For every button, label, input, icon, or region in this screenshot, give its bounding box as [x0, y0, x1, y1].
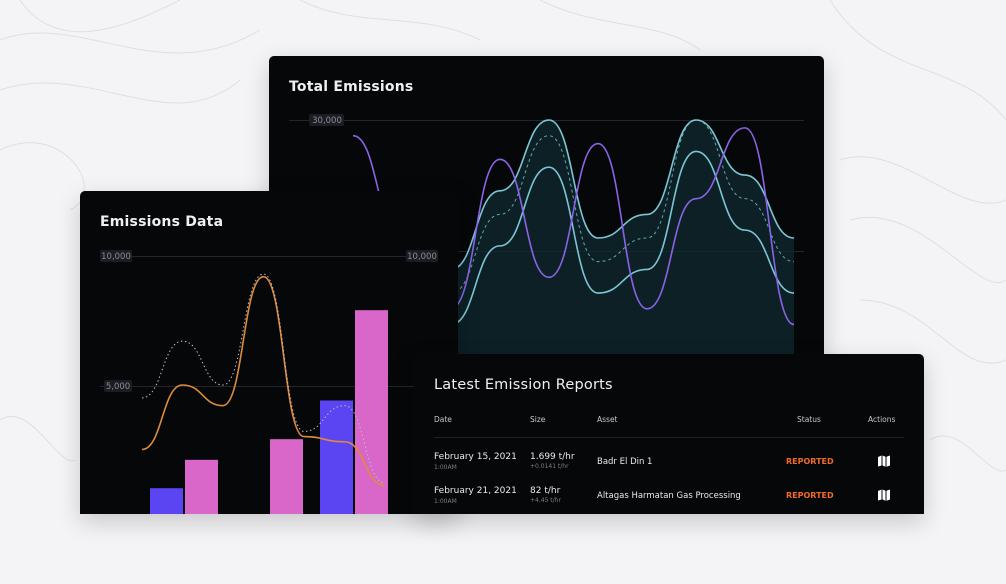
- emissions-data-chart: 10,000 10,000 5,000: [100, 250, 438, 514]
- bar-violet: [150, 488, 183, 514]
- bar-pink: [355, 310, 388, 514]
- column-header-asset: Asset: [597, 415, 618, 424]
- bar-pink: [185, 459, 218, 514]
- table-row[interactable]: February 21, 2021 1:00AM 82 t/hr +4.45 t…: [414, 486, 924, 514]
- header-divider: [434, 437, 904, 438]
- row-asset: Altagas Harmatan Gas Processing: [597, 491, 741, 501]
- column-header-actions: Actions: [868, 415, 896, 424]
- y-tick-label: 30,000: [312, 116, 342, 126]
- row-size: 82 t/hr: [530, 486, 561, 496]
- series-line-orange: [141, 275, 386, 487]
- map-icon[interactable]: [877, 455, 891, 467]
- y-tick-label-right: 10,000: [407, 252, 437, 262]
- row-size: 1.699 t/hr: [530, 452, 575, 462]
- y-tick-label: 5,000: [106, 382, 130, 392]
- latest-reports-card: Latest Emission Reports Date Size Asset …: [414, 354, 924, 514]
- row-asset: Badr El Din 1: [597, 457, 653, 467]
- table-row[interactable]: February 15, 2021 1:00AM 1.699 t/hr +0.0…: [414, 452, 924, 482]
- y-tick-label: 10,000: [101, 252, 131, 262]
- y-tick-badge: [100, 250, 132, 262]
- column-header-date: Date: [434, 415, 452, 424]
- y-tick-badge: [309, 114, 344, 126]
- row-date: February 15, 2021: [434, 452, 517, 462]
- status-badge: REPORTED: [786, 491, 834, 500]
- row-date: February 21, 2021: [434, 486, 517, 496]
- row-size-delta: +4.45 t/hr: [530, 497, 561, 504]
- column-header-size: Size: [530, 415, 546, 424]
- column-header-status: Status: [797, 415, 821, 424]
- card-title: Emissions Data: [100, 214, 224, 230]
- row-time: 1:00AM: [434, 498, 457, 505]
- map-icon[interactable]: [877, 489, 891, 501]
- row-size-delta: +0.0141 t/hr: [530, 463, 569, 470]
- row-time: 1:00AM: [434, 464, 457, 471]
- bar-pink: [270, 439, 303, 514]
- area-band: [353, 120, 794, 366]
- card-title: Latest Emission Reports: [434, 377, 613, 393]
- status-badge: REPORTED: [786, 457, 834, 466]
- bar-violet: [320, 400, 353, 514]
- emissions-data-card: 10,000 10,000 5,000 Emissions Data: [80, 191, 458, 514]
- y-tick-badge: [104, 380, 132, 392]
- y-tick-badge-right: [406, 250, 438, 262]
- card-title: Total Emissions: [289, 79, 414, 95]
